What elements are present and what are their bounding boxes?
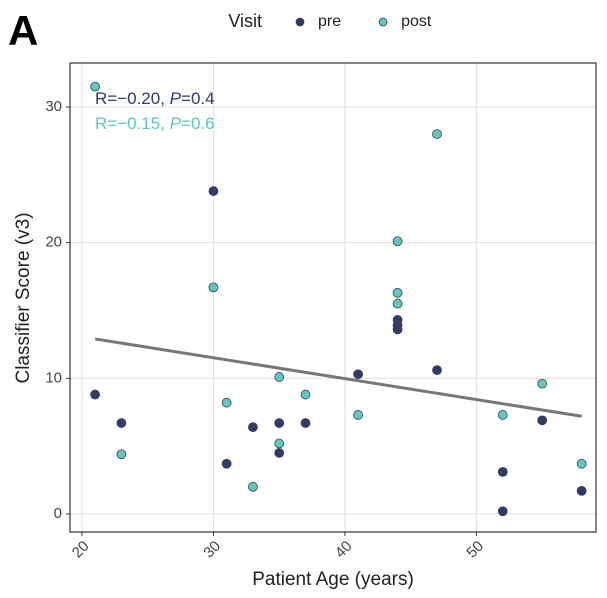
point <box>274 418 285 428</box>
point <box>576 485 587 496</box>
annotation-part: =0.4 <box>181 89 215 108</box>
point <box>208 282 219 293</box>
point <box>208 186 219 196</box>
point <box>576 458 587 469</box>
point <box>300 418 311 428</box>
legend-marker <box>295 17 305 27</box>
annotation: R=−0.20, P=0.4 <box>95 89 215 108</box>
x-tick-label: 40 <box>332 538 356 562</box>
point <box>248 481 258 492</box>
point <box>497 506 508 517</box>
point <box>392 287 403 298</box>
y-axis-title: Classifier Score (v3) <box>13 212 34 383</box>
point <box>248 422 258 433</box>
point <box>221 458 232 469</box>
point <box>432 365 442 376</box>
point <box>353 410 364 420</box>
annotation-part: =0.6 <box>181 114 215 133</box>
legend-title: Visit <box>228 11 262 31</box>
point <box>392 298 403 309</box>
legend-label: post <box>401 13 432 30</box>
point <box>537 415 548 426</box>
x-axis-title: Patient Age (years) <box>252 569 414 590</box>
point <box>116 449 127 460</box>
trend-line <box>94 337 582 418</box>
annotation: R=−0.15, P=0.6 <box>95 114 215 133</box>
y-tick-label: 20 <box>45 234 62 251</box>
y-tick-label: 10 <box>45 369 62 386</box>
point <box>90 389 101 400</box>
legend-label: pre <box>318 13 341 30</box>
point <box>274 448 285 458</box>
point <box>392 324 403 335</box>
point <box>221 397 232 408</box>
plot-border <box>69 62 597 533</box>
y-tick-label: 30 <box>45 98 62 115</box>
point <box>392 236 403 247</box>
point <box>537 378 548 389</box>
annotation-part: R=−0.20, <box>95 89 170 108</box>
annotation-part: R=−0.15, <box>95 114 170 133</box>
x-tick-label: 20 <box>69 538 93 562</box>
point <box>353 369 364 380</box>
panel-label: A <box>8 7 38 54</box>
point <box>300 389 311 400</box>
x-tick-label: 30 <box>200 538 224 562</box>
point <box>90 81 101 92</box>
annotation-part: P <box>170 89 182 108</box>
point <box>497 466 508 477</box>
y-tick-label: 0 <box>54 505 62 522</box>
point <box>497 410 508 420</box>
point <box>274 438 285 449</box>
point <box>274 372 285 382</box>
point <box>116 418 127 428</box>
legend-marker <box>378 17 388 27</box>
annotation-part: P <box>170 114 182 133</box>
x-tick-label: 50 <box>463 538 487 562</box>
point <box>432 129 442 139</box>
